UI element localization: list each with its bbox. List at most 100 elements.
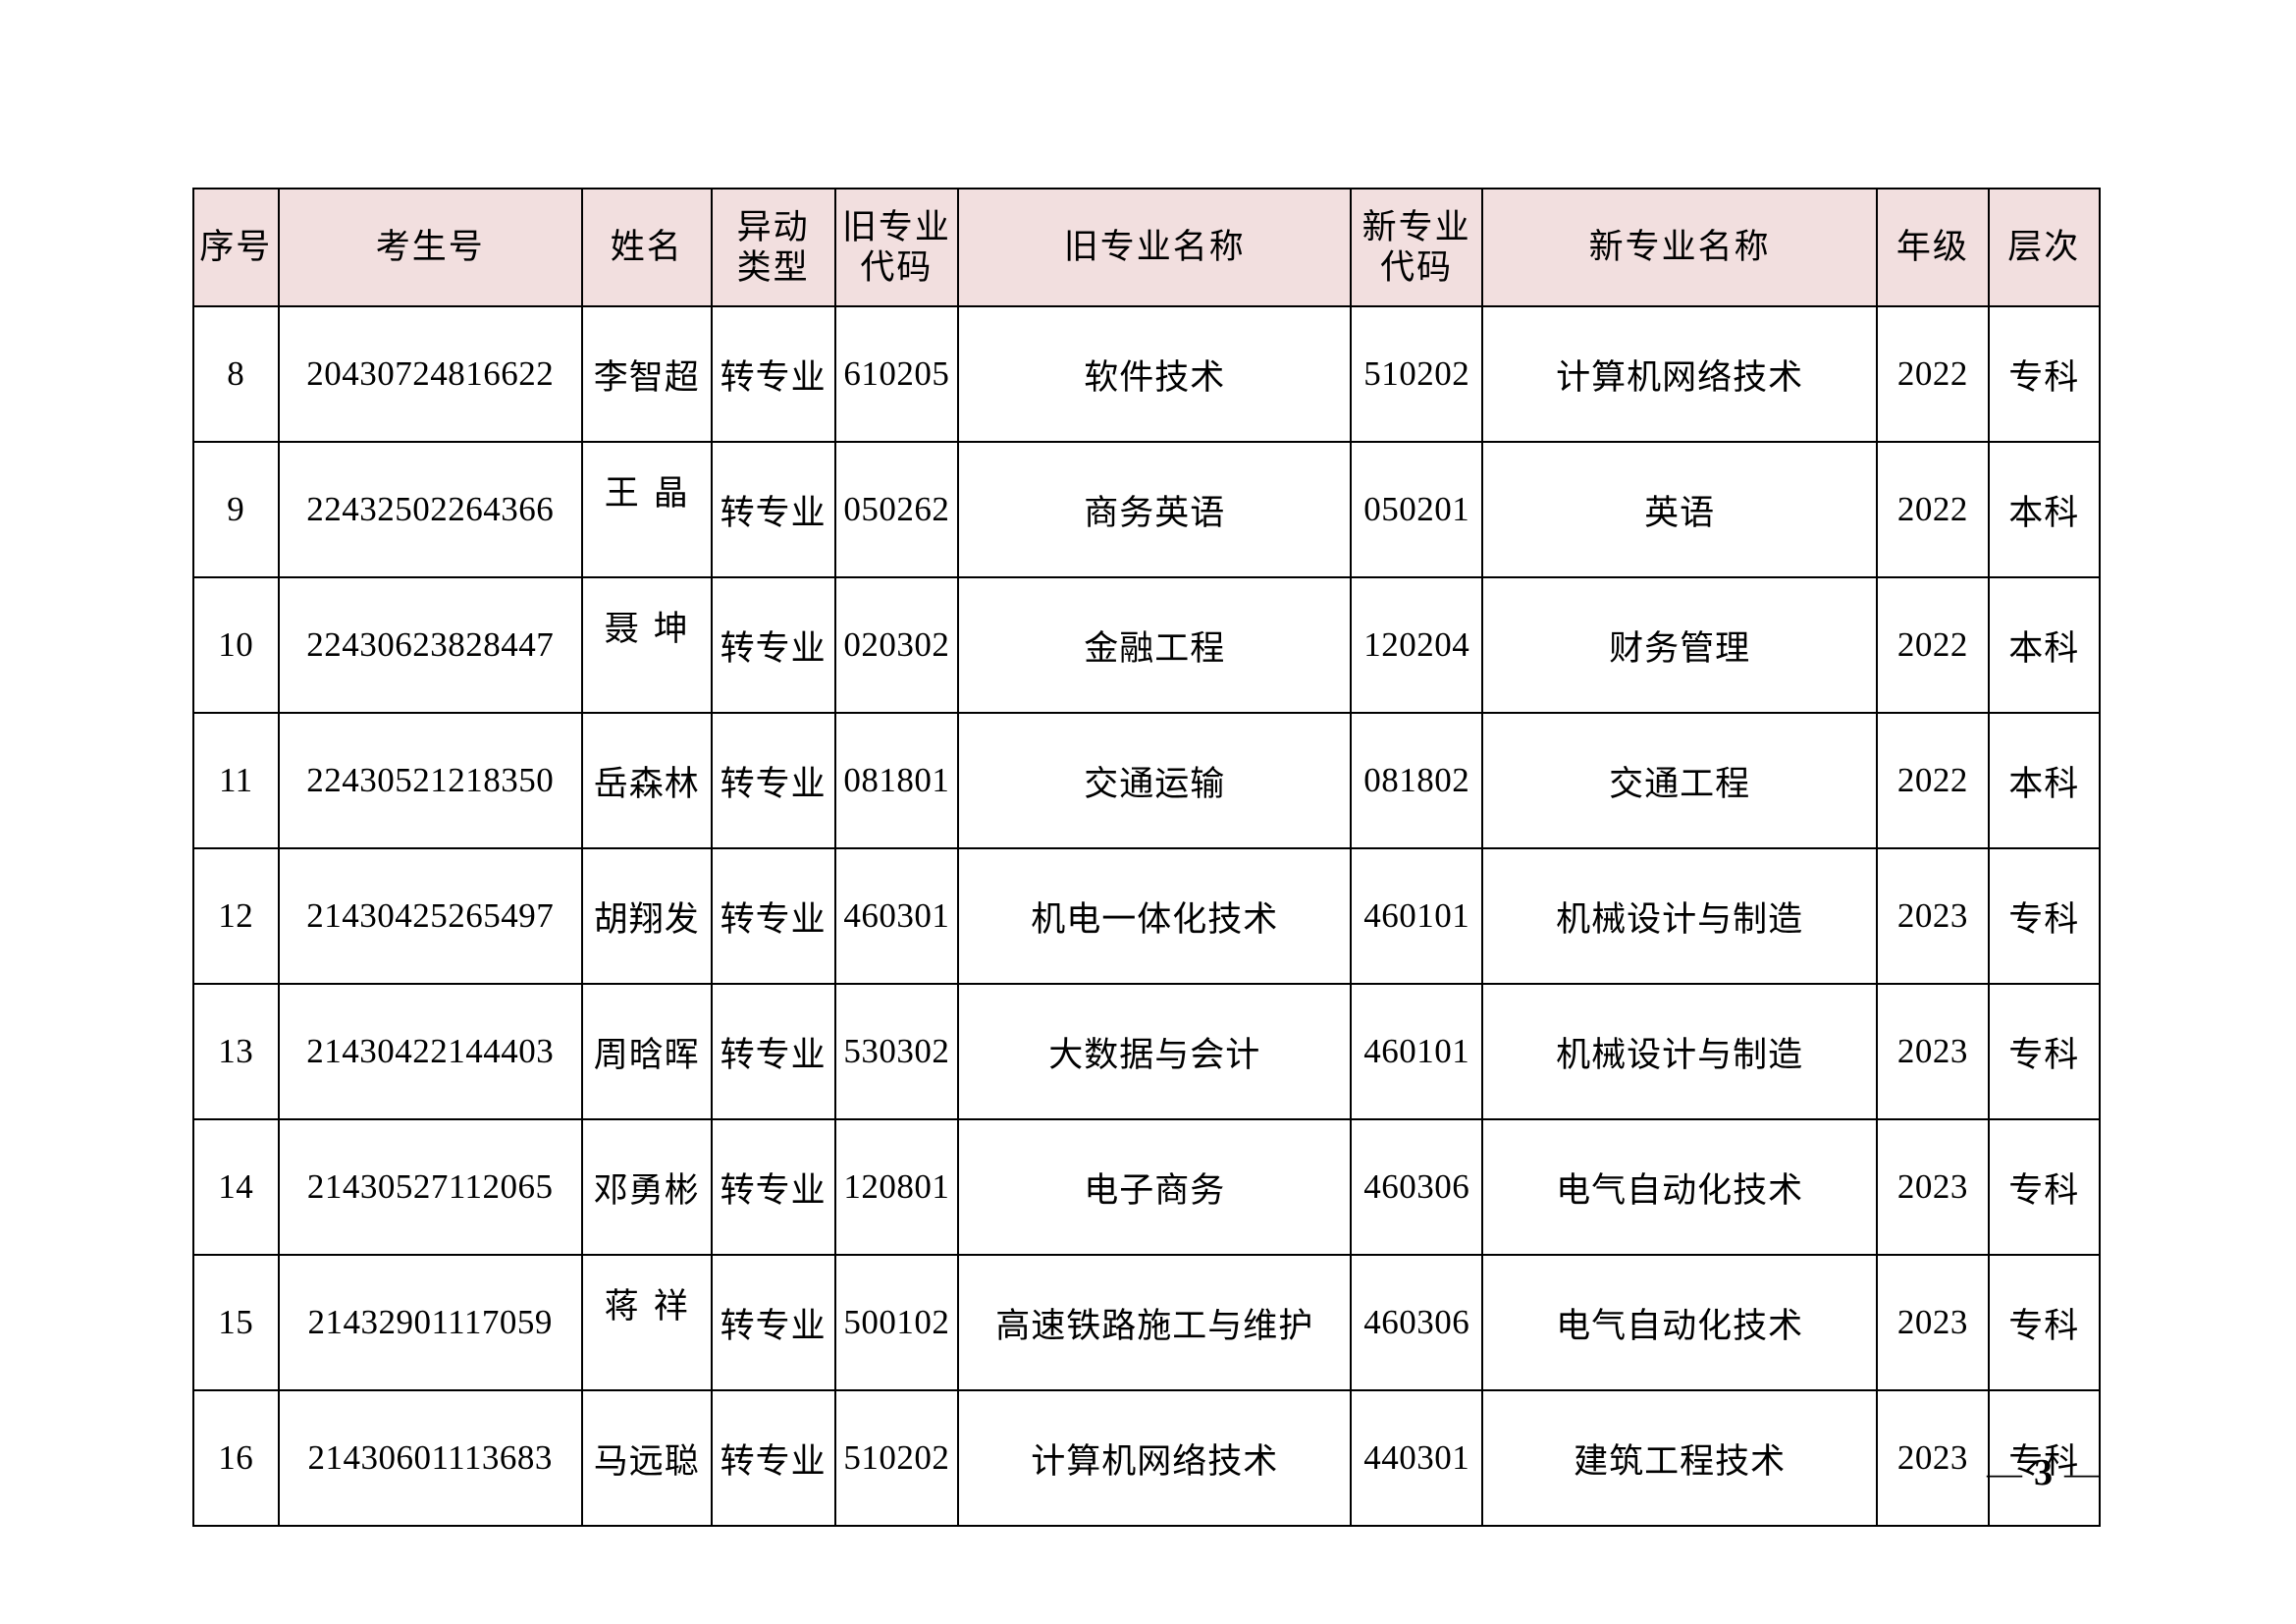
cell-exam-id: 21430422144403 bbox=[277, 983, 583, 1120]
cell-grade: 2023 bbox=[1876, 1254, 1990, 1391]
cell-change-type: 转专业 bbox=[710, 1389, 836, 1527]
old-code-line-2: 代码 bbox=[860, 248, 934, 287]
cell-seq: 14 bbox=[192, 1118, 280, 1256]
cell-new-code: 440301 bbox=[1350, 1389, 1484, 1527]
cell-change-type: 转专业 bbox=[710, 441, 836, 578]
column-header-seq: 序号 bbox=[192, 188, 280, 307]
cell-change-type: 转专业 bbox=[710, 1254, 836, 1391]
cell-grade: 2022 bbox=[1876, 305, 1990, 443]
cell-change-type: 转专业 bbox=[710, 712, 836, 849]
cell-new-major: 机械设计与制造 bbox=[1481, 847, 1879, 985]
student-major-change-table: 序号 考生号 姓名 异动 类型 旧专业 代码 旧专业名称 新专业 代码 bbox=[192, 188, 2102, 1527]
page-footer: —3— bbox=[1987, 1451, 2104, 1494]
cell-old-code: 510202 bbox=[833, 1389, 960, 1527]
cell-level: 本科 bbox=[1987, 441, 2102, 578]
column-header-grade: 年级 bbox=[1876, 188, 1990, 307]
cell-new-code: 460306 bbox=[1350, 1118, 1484, 1256]
table-row: 14 21430527112065 邓勇彬 转专业 120801 电子商务 460306 电气… bbox=[192, 1118, 2102, 1256]
cell-grade: 2022 bbox=[1876, 576, 1990, 714]
cell-old-code: 020302 bbox=[833, 576, 960, 714]
new-code-line-2: 代码 bbox=[1380, 248, 1454, 287]
cell-exam-id: 20430724816622 bbox=[277, 305, 583, 443]
column-header-name: 姓名 bbox=[580, 188, 713, 307]
student-name: 聂坤 bbox=[604, 609, 689, 648]
cell-old-major: 大数据与会计 bbox=[957, 983, 1353, 1120]
cell-new-major: 电气自动化技术 bbox=[1481, 1118, 1879, 1256]
cell-new-code: 460306 bbox=[1350, 1254, 1484, 1391]
change-type-line-2: 类型 bbox=[736, 248, 810, 287]
cell-name: 聂坤 bbox=[580, 576, 713, 714]
cell-change-type: 转专业 bbox=[710, 847, 836, 985]
page-number: 3 bbox=[2034, 1452, 2056, 1493]
cell-exam-id: 21430527112065 bbox=[277, 1118, 583, 1256]
column-header-level: 层次 bbox=[1987, 188, 2102, 307]
cell-level: 本科 bbox=[1987, 712, 2102, 849]
cell-seq: 12 bbox=[192, 847, 280, 985]
cell-new-code: 120204 bbox=[1350, 576, 1484, 714]
cell-new-major: 电气自动化技术 bbox=[1481, 1254, 1879, 1391]
cell-seq: 11 bbox=[192, 712, 280, 849]
cell-seq: 16 bbox=[192, 1389, 280, 1527]
table-row: 9 22432502264366 王晶 转专业 050262 商务英语 050201 英语 20… bbox=[192, 441, 2102, 578]
cell-old-code: 530302 bbox=[833, 983, 960, 1120]
cell-level: 专科 bbox=[1987, 305, 2102, 443]
table-row: 11 22430521218350 岳森林 转专业 081801 交通运输 081802 交通… bbox=[192, 712, 2102, 849]
cell-new-code: 081802 bbox=[1350, 712, 1484, 849]
cell-name: 胡翔发 bbox=[580, 847, 713, 985]
cell-old-code: 500102 bbox=[833, 1254, 960, 1391]
table-row: 10 22430623828447 聂坤 转专业 020302 金融工程 120204 财务管… bbox=[192, 576, 2102, 714]
column-header-change-type: 异动 类型 bbox=[710, 188, 836, 307]
cell-seq: 8 bbox=[192, 305, 280, 443]
table-body: 8 20430724816622 李智超 转专业 610205 软件技术 510202 计算机… bbox=[192, 305, 2102, 1527]
table-row: 8 20430724816622 李智超 转专业 610205 软件技术 510202 计算机… bbox=[192, 305, 2102, 443]
student-major-change-table-container: 序号 考生号 姓名 异动 类型 旧专业 代码 旧专业名称 新专业 代码 bbox=[192, 188, 2102, 1527]
cell-name: 李智超 bbox=[580, 305, 713, 443]
table-header-row: 序号 考生号 姓名 异动 类型 旧专业 代码 旧专业名称 新专业 代码 bbox=[192, 188, 2102, 307]
table-header: 序号 考生号 姓名 异动 类型 旧专业 代码 旧专业名称 新专业 代码 bbox=[192, 188, 2102, 307]
cell-new-major: 英语 bbox=[1481, 441, 1879, 578]
cell-grade: 2023 bbox=[1876, 1389, 1990, 1527]
cell-grade: 2022 bbox=[1876, 712, 1990, 849]
cell-new-major: 建筑工程技术 bbox=[1481, 1389, 1879, 1527]
cell-new-major: 财务管理 bbox=[1481, 576, 1879, 714]
column-header-new-major: 新专业名称 bbox=[1481, 188, 1879, 307]
column-header-new-code: 新专业 代码 bbox=[1350, 188, 1484, 307]
footer-dash-right: — bbox=[2064, 1453, 2104, 1492]
cell-level: 专科 bbox=[1987, 1118, 2102, 1256]
cell-level: 专科 bbox=[1987, 1254, 2102, 1391]
cell-new-code: 510202 bbox=[1350, 305, 1484, 443]
cell-old-major: 交通运输 bbox=[957, 712, 1353, 849]
change-type-line-1: 异动 bbox=[736, 207, 810, 246]
column-header-exam-id: 考生号 bbox=[277, 188, 583, 307]
table-row: 15 21432901117059 蒋祥 转专业 500102 高速铁路施工与维护 4603… bbox=[192, 1254, 2102, 1391]
cell-new-code: 460101 bbox=[1350, 847, 1484, 985]
cell-exam-id: 22430623828447 bbox=[277, 576, 583, 714]
cell-level: 专科 bbox=[1987, 983, 2102, 1120]
column-header-old-code: 旧专业 代码 bbox=[833, 188, 960, 307]
cell-change-type: 转专业 bbox=[710, 305, 836, 443]
cell-old-major: 软件技术 bbox=[957, 305, 1353, 443]
table-row: 12 21430425265497 胡翔发 转专业 460301 机电一体化技术 46010… bbox=[192, 847, 2102, 985]
cell-seq: 15 bbox=[192, 1254, 280, 1391]
cell-old-major: 电子商务 bbox=[957, 1118, 1353, 1256]
student-name: 王晶 bbox=[604, 473, 689, 513]
cell-old-major: 机电一体化技术 bbox=[957, 847, 1353, 985]
cell-name: 马远聪 bbox=[580, 1389, 713, 1527]
cell-seq: 10 bbox=[192, 576, 280, 714]
cell-old-major: 商务英语 bbox=[957, 441, 1353, 578]
cell-grade: 2023 bbox=[1876, 847, 1990, 985]
cell-old-major: 金融工程 bbox=[957, 576, 1353, 714]
cell-level: 专科 bbox=[1987, 1389, 2102, 1527]
cell-grade: 2023 bbox=[1876, 1118, 1990, 1256]
table-row: 13 21430422144403 周晗晖 转专业 530302 大数据与会计 460101… bbox=[192, 983, 2102, 1120]
cell-name: 周晗晖 bbox=[580, 983, 713, 1120]
cell-exam-id: 21430601113683 bbox=[277, 1389, 583, 1527]
old-code-line-1: 旧专业 bbox=[841, 207, 951, 246]
cell-exam-id: 21430425265497 bbox=[277, 847, 583, 985]
cell-name: 岳森林 bbox=[580, 712, 713, 849]
cell-new-major: 计算机网络技术 bbox=[1481, 305, 1879, 443]
cell-name: 蒋祥 bbox=[580, 1254, 713, 1391]
cell-grade: 2023 bbox=[1876, 983, 1990, 1120]
cell-change-type: 转专业 bbox=[710, 1118, 836, 1256]
